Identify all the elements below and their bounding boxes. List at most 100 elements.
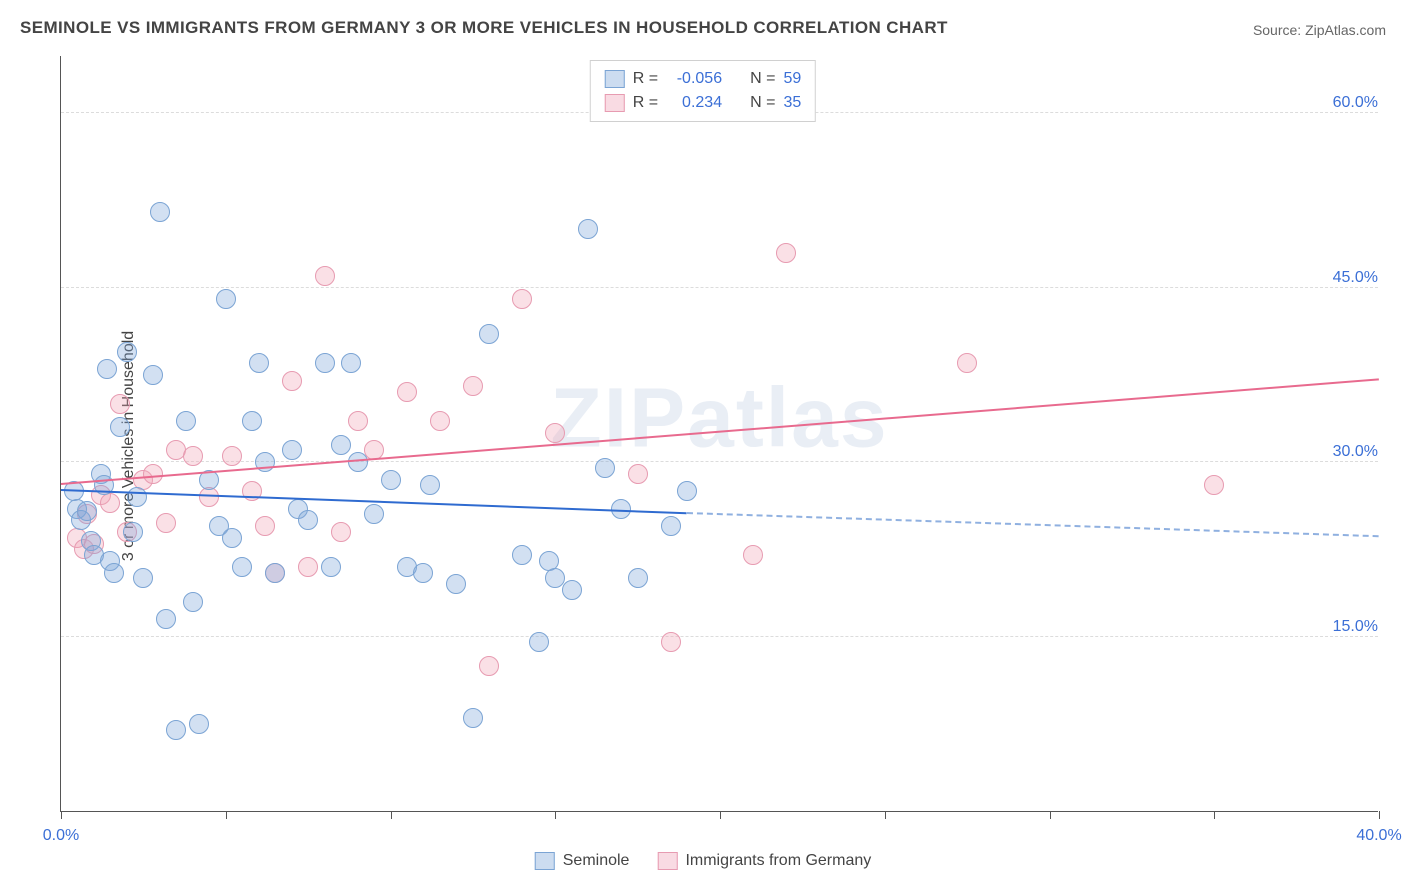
scatter-point-blue <box>628 568 648 588</box>
plot-area: ZIPatlas 15.0%30.0%45.0%60.0%0.0%40.0% <box>60 56 1378 812</box>
source-label: Source: ZipAtlas.com <box>1253 22 1386 38</box>
scatter-point-blue <box>110 417 130 437</box>
legend-item-germany: Immigrants from Germany <box>657 852 871 870</box>
legend-swatch-blue-icon <box>535 852 555 870</box>
xtick-label: 0.0% <box>43 827 79 845</box>
scatter-point-pink <box>100 493 120 513</box>
correlation-legend: R = -0.056 N = 59 R = 0.234 N = 35 <box>590 60 816 122</box>
scatter-point-pink <box>430 411 450 431</box>
n-label: N = <box>750 91 775 115</box>
scatter-point-blue <box>321 557 341 577</box>
scatter-point-pink <box>545 423 565 443</box>
chart-title: SEMINOLE VS IMMIGRANTS FROM GERMANY 3 OR… <box>20 18 948 38</box>
scatter-point-blue <box>348 452 368 472</box>
scatter-point-blue <box>150 202 170 222</box>
legend-swatch-pink <box>605 94 625 112</box>
scatter-point-blue <box>315 353 335 373</box>
n-value: 35 <box>783 91 801 115</box>
legend-label: Seminole <box>563 852 630 870</box>
scatter-point-blue <box>661 516 681 536</box>
scatter-point-blue <box>381 470 401 490</box>
gridline <box>61 287 1378 288</box>
xtick <box>391 811 392 819</box>
xtick <box>1214 811 1215 819</box>
n-value: 59 <box>783 67 801 91</box>
scatter-point-pink <box>143 464 163 484</box>
legend-label: Immigrants from Germany <box>685 852 871 870</box>
scatter-point-pink <box>776 243 796 263</box>
scatter-point-blue <box>364 504 384 524</box>
r-value: -0.056 <box>666 67 722 91</box>
scatter-point-blue <box>143 365 163 385</box>
legend-row-blue: R = -0.056 N = 59 <box>605 67 801 91</box>
ytick-label: 45.0% <box>1329 269 1382 287</box>
scatter-point-blue <box>77 501 97 521</box>
trendline-blue-dashed <box>687 512 1379 537</box>
chart-container: SEMINOLE VS IMMIGRANTS FROM GERMANY 3 OR… <box>0 0 1406 892</box>
gridline <box>61 636 1378 637</box>
scatter-point-blue <box>123 522 143 542</box>
r-label: R = <box>633 91 658 115</box>
scatter-point-pink <box>282 371 302 391</box>
scatter-point-blue <box>222 528 242 548</box>
scatter-point-blue <box>249 353 269 373</box>
r-value: 0.234 <box>666 91 722 115</box>
scatter-point-blue <box>331 435 351 455</box>
scatter-point-blue <box>420 475 440 495</box>
r-label: R = <box>633 67 658 91</box>
xtick <box>720 811 721 819</box>
scatter-point-blue <box>562 580 582 600</box>
scatter-point-pink <box>661 632 681 652</box>
scatter-point-blue <box>595 458 615 478</box>
xtick <box>555 811 556 819</box>
scatter-point-blue <box>127 487 147 507</box>
scatter-point-pink <box>957 353 977 373</box>
scatter-point-pink <box>222 446 242 466</box>
scatter-point-blue <box>176 411 196 431</box>
scatter-point-blue <box>529 632 549 652</box>
scatter-point-blue <box>216 289 236 309</box>
xtick <box>1379 811 1380 819</box>
scatter-point-blue <box>156 609 176 629</box>
scatter-point-blue <box>677 481 697 501</box>
scatter-point-pink <box>199 487 219 507</box>
scatter-point-pink <box>110 394 130 414</box>
scatter-point-blue <box>232 557 252 577</box>
scatter-point-pink <box>397 382 417 402</box>
legend-swatch-blue <box>605 70 625 88</box>
scatter-point-pink <box>743 545 763 565</box>
scatter-point-blue <box>189 714 209 734</box>
scatter-point-pink <box>1204 475 1224 495</box>
scatter-point-blue <box>298 510 318 530</box>
xtick-label: 40.0% <box>1356 827 1401 845</box>
xtick <box>226 811 227 819</box>
scatter-point-blue <box>242 411 262 431</box>
ytick-label: 30.0% <box>1329 443 1382 461</box>
scatter-point-blue <box>97 359 117 379</box>
scatter-point-pink <box>348 411 368 431</box>
scatter-point-pink <box>298 557 318 577</box>
scatter-point-pink <box>331 522 351 542</box>
scatter-point-blue <box>479 324 499 344</box>
scatter-point-blue <box>341 353 361 373</box>
scatter-point-pink <box>183 446 203 466</box>
scatter-point-pink <box>156 513 176 533</box>
scatter-point-blue <box>183 592 203 612</box>
legend-item-seminole: Seminole <box>535 852 630 870</box>
scatter-point-blue <box>282 440 302 460</box>
scatter-point-blue <box>117 342 137 362</box>
scatter-point-pink <box>628 464 648 484</box>
xtick <box>885 811 886 819</box>
legend-row-pink: R = 0.234 N = 35 <box>605 91 801 115</box>
scatter-point-blue <box>166 720 186 740</box>
xtick <box>1050 811 1051 819</box>
scatter-point-blue <box>512 545 532 565</box>
series-legend: Seminole Immigrants from Germany <box>535 852 872 870</box>
scatter-point-blue <box>133 568 153 588</box>
n-label: N = <box>750 67 775 91</box>
scatter-point-pink <box>463 376 483 396</box>
ytick-label: 15.0% <box>1329 618 1382 636</box>
watermark: ZIPatlas <box>550 370 888 467</box>
scatter-point-blue <box>578 219 598 239</box>
scatter-point-pink <box>512 289 532 309</box>
